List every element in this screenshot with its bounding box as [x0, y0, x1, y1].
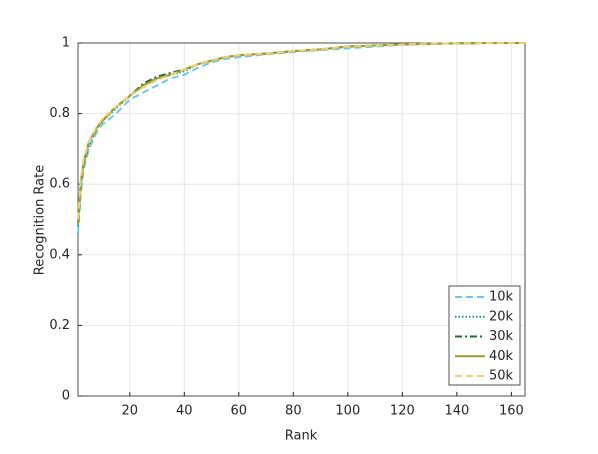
x-tick-label: 140	[444, 404, 469, 419]
y-tick-label: 0.2	[49, 318, 70, 333]
series-line	[77, 42, 525, 224]
x-tick-label: 60	[231, 404, 248, 419]
x-axis-label: Rank	[285, 429, 318, 444]
legend: 10k 20k 30k 40k 50k	[448, 285, 521, 386]
legend-label: 50k	[489, 369, 514, 384]
y-tick-label: 0.6	[49, 177, 70, 192]
x-tick-label: 160	[499, 404, 524, 419]
y-tick-label: 0.4	[49, 247, 70, 262]
y-tick-label: 1	[62, 36, 70, 51]
x-tick-label: 120	[390, 404, 415, 419]
legend-label: 20k	[489, 309, 514, 324]
series-line	[77, 42, 525, 234]
x-tick-label: 100	[335, 404, 360, 419]
legend-label: 30k	[489, 329, 514, 344]
series-line	[77, 42, 525, 220]
x-tick-label: 20	[122, 404, 139, 419]
y-axis-label: Recognition Rate	[33, 165, 48, 276]
series-line	[77, 42, 525, 227]
y-tick-label: 0.8	[49, 106, 70, 121]
y-tick-label: 0	[62, 389, 70, 404]
series-line	[77, 42, 525, 224]
x-tick-label: 80	[285, 404, 302, 419]
legend-label: 10k	[489, 290, 514, 305]
x-tick-label: 40	[176, 404, 193, 419]
legend-label: 40k	[489, 349, 514, 364]
